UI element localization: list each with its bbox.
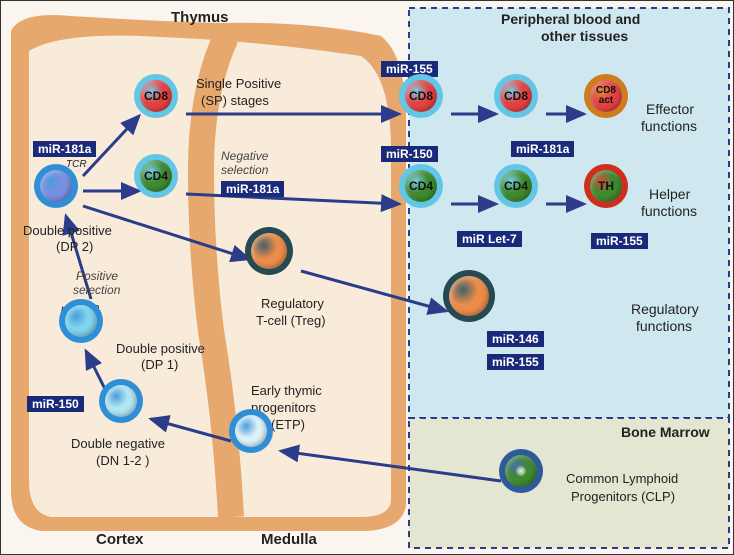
label-effector2: functions bbox=[641, 118, 697, 134]
cell-cd4_p1-label: CD4 bbox=[399, 164, 443, 208]
label-peripheral_title: Peripheral blood and bbox=[501, 11, 640, 27]
label-medulla: Medulla bbox=[261, 531, 317, 548]
label-etp1: Early thymic bbox=[251, 383, 322, 398]
cell-etp bbox=[229, 409, 273, 453]
cell-dp2-inner bbox=[40, 170, 72, 202]
diagram-stage: Thymus Peripheral blood andother tissues E… bbox=[0, 0, 734, 555]
label-helper: Helper bbox=[649, 186, 690, 202]
label-negsel: Negative bbox=[221, 149, 268, 163]
cell-treg_p-inner bbox=[449, 276, 489, 316]
cell-cd4_p1: CD4 bbox=[399, 164, 443, 208]
label-regulatory: Regulatory bbox=[631, 301, 699, 317]
arrow bbox=[281, 451, 501, 481]
label-peripheral_title2: other tissues bbox=[541, 28, 628, 44]
label-negsel2: selection bbox=[221, 163, 268, 177]
cell-cd8_p1-label: CD8 bbox=[399, 74, 443, 118]
cell-clp bbox=[499, 449, 543, 493]
label-dp1a: Double positive bbox=[116, 341, 205, 356]
cell-cd8_p1: CD8 bbox=[399, 74, 443, 118]
mirna-mlet7: miR Let-7 bbox=[457, 231, 522, 247]
arrow bbox=[186, 194, 399, 204]
cell-treg_sp bbox=[245, 227, 293, 275]
label-effector: Effector bbox=[646, 101, 694, 117]
label-treg1: Regulatory bbox=[261, 296, 324, 311]
cortex-medulla-divider bbox=[201, 37, 231, 517]
cell-dp2 bbox=[34, 164, 78, 208]
cell-dn bbox=[99, 379, 143, 423]
label-dp2a: Double positive bbox=[23, 223, 112, 238]
mirna-m181a_left: miR-181a bbox=[33, 141, 96, 157]
label-dp2b: (DP 2) bbox=[56, 239, 93, 254]
cell-cd8_p2-label: CD8 bbox=[494, 74, 538, 118]
label-treg2: T-cell (Treg) bbox=[256, 313, 326, 328]
cell-treg_sp-inner bbox=[251, 233, 287, 269]
cell-cd4_p2: CD4 bbox=[494, 164, 538, 208]
label-sp1: Single Positive bbox=[196, 76, 281, 91]
cell-th-label: TH bbox=[584, 164, 628, 208]
cell-cd8_sp: CD8 bbox=[134, 74, 178, 118]
label-etp3: (ETP) bbox=[271, 417, 305, 432]
arrow bbox=[86, 351, 106, 391]
label-clp: Common Lymphoid bbox=[566, 471, 678, 486]
cell-cd4_sp: CD4 bbox=[134, 154, 178, 198]
label-dp1b: (DP 1) bbox=[141, 357, 178, 372]
cell-cd4_sp-label: CD4 bbox=[134, 154, 178, 198]
label-sp2: (SP) stages bbox=[201, 93, 269, 108]
cell-dp1-inner bbox=[65, 305, 97, 337]
label-dna: Double negative bbox=[71, 436, 165, 451]
label-possel: Positive bbox=[76, 269, 118, 283]
cell-cd4_p2-label: CD4 bbox=[494, 164, 538, 208]
mirna-m181a_mid: miR-181a bbox=[221, 181, 284, 197]
label-possel2: selection bbox=[73, 283, 120, 297]
cell-clp-inner bbox=[505, 455, 537, 487]
cell-cd8_act-label: CD8 act bbox=[584, 74, 628, 118]
mirna-m155_reg: miR-155 bbox=[487, 354, 544, 370]
label-thymus: Thymus bbox=[171, 9, 229, 26]
mirna-m146: miR-146 bbox=[487, 331, 544, 347]
label-dnb: (DN 1-2 ) bbox=[96, 453, 149, 468]
mirna-m150_left: miR-150 bbox=[27, 396, 84, 412]
cell-treg_p bbox=[443, 270, 495, 322]
cell-cd8_sp-label: CD8 bbox=[134, 74, 178, 118]
cell-cd8_act: CD8 act bbox=[584, 74, 628, 118]
cell-etp-inner bbox=[235, 415, 267, 447]
cell-cd8_p2: CD8 bbox=[494, 74, 538, 118]
label-regulatory2: functions bbox=[636, 318, 692, 334]
mirna-m155_th: miR-155 bbox=[591, 233, 648, 249]
cell-dp1 bbox=[59, 299, 103, 343]
mirna-m181a_r: miR-181a bbox=[511, 141, 574, 157]
label-clp2: Progenitors (CLP) bbox=[571, 489, 675, 504]
cell-dn-inner bbox=[105, 385, 137, 417]
label-cortex: Cortex bbox=[96, 531, 144, 548]
cell-th: TH bbox=[584, 164, 628, 208]
label-helper2: functions bbox=[641, 203, 697, 219]
mirna-m150_top: miR-150 bbox=[381, 146, 438, 162]
label-bonemarrow: Bone Marrow bbox=[621, 424, 710, 440]
